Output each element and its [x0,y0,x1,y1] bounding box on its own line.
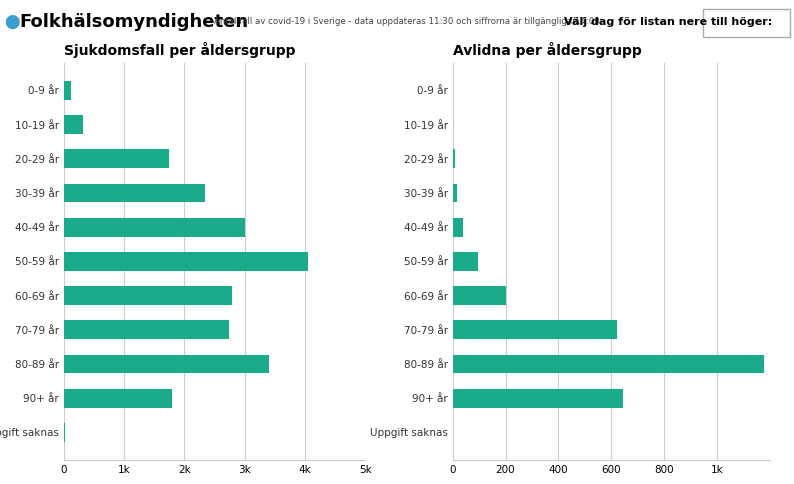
Bar [64,150,169,168]
Bar [453,183,457,202]
Text: Välj dag för listan nere till höger:: Välj dag för listan nere till höger: [564,17,772,27]
Bar [453,218,463,237]
Bar [64,115,83,134]
Bar [64,252,308,271]
Bar [64,286,233,305]
FancyBboxPatch shape [703,9,790,37]
Bar [453,355,764,373]
Bar [64,389,172,408]
Bar [64,81,71,100]
Bar [64,355,268,373]
Text: Avlidna per åldersgrupp: Avlidna per åldersgrupp [453,42,642,58]
Bar [64,423,65,442]
Text: Folkhälsomyndigheten: Folkhälsomyndigheten [19,13,249,31]
Text: Sjukdomsfall per åldersgrupp: Sjukdomsfall per åldersgrupp [64,42,295,58]
Bar [453,286,506,305]
Text: ⬤: ⬤ [4,15,20,29]
Bar [453,320,617,339]
Bar [453,389,623,408]
Text: Antal fall av covid-19 i Sverige - data uppdateras 11:30 och siffrorna är tillgä: Antal fall av covid-19 i Sverige - data … [214,17,600,26]
Bar [64,218,245,237]
Bar [64,183,206,202]
Bar [453,150,455,168]
Bar [64,320,229,339]
Bar [453,252,478,271]
